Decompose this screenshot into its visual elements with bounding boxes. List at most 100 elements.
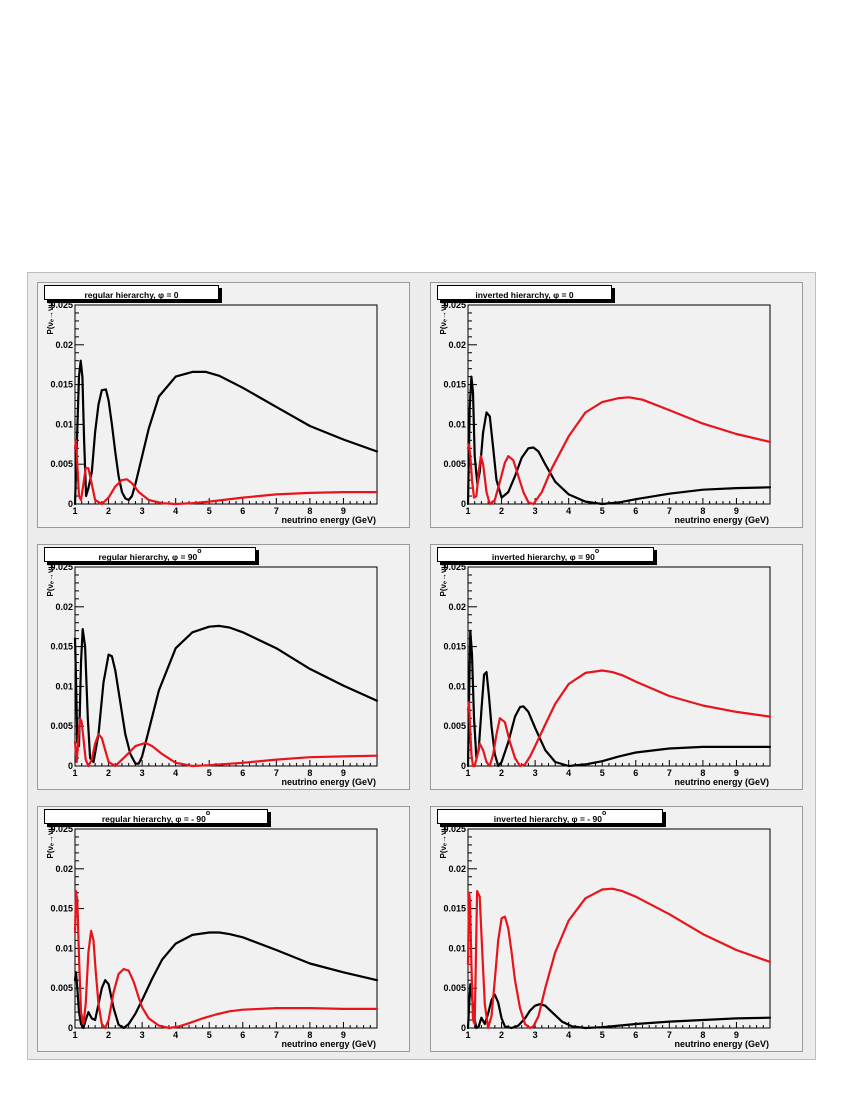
x-tick-label: 5 xyxy=(600,768,605,778)
x-tick-label: 3 xyxy=(140,768,145,778)
y-tick-label: 0.02 xyxy=(55,602,73,612)
y-tick-label: 0.015 xyxy=(50,642,73,652)
plot-pad-regular-phi-minus-90: regular hierarchy, φ = - 90o 0 0.005 0.01 0… xyxy=(37,806,410,1052)
x-tick-label: 8 xyxy=(307,1030,312,1040)
y-tick-label: 0.005 xyxy=(443,983,466,993)
x-tick-label: 1 xyxy=(72,1030,77,1040)
plot-frame xyxy=(467,828,771,1029)
plot-title: regular hierarchy, φ = - 90o xyxy=(44,809,268,824)
line-chart-regular-phi-minus-90: 0 0.005 0.01 0.015 0.02 0.025 1 2 3 4 5 6 7 8 9neutrin… xyxy=(46,823,379,1049)
x-tick-label: 1 xyxy=(72,768,77,778)
y-axis-label: P(νₑ→νμ) xyxy=(439,561,448,597)
plot-title-text: regular hierarchy, φ = 0 xyxy=(84,289,179,300)
x-tick-label: 7 xyxy=(667,1030,672,1040)
x-tick-label: 3 xyxy=(140,1030,145,1040)
x-tick-label: 8 xyxy=(700,768,705,778)
plot-pad-inverted-phi-minus-90: inverted hierarchy, φ = - 90o 0 0.005 0.01… xyxy=(430,806,803,1052)
series-line-red xyxy=(466,669,772,768)
y-tick-label: 0.005 xyxy=(50,459,73,469)
x-tick-label: 4 xyxy=(566,768,571,778)
x-tick-label: 8 xyxy=(307,768,312,778)
x-tick-label: 7 xyxy=(274,506,279,516)
x-tick-label: 8 xyxy=(700,506,705,516)
x-tick-label: 6 xyxy=(633,768,638,778)
plot-title: inverted hierarchy, φ = 90o xyxy=(437,547,654,562)
y-tick-label: 0.025 xyxy=(443,562,466,572)
x-tick-label: 1 xyxy=(465,506,470,516)
y-tick-label: 0.02 xyxy=(448,602,466,612)
x-tick-label: 6 xyxy=(240,506,245,516)
y-tick-label: 0.015 xyxy=(50,380,73,390)
series-line-black xyxy=(466,983,772,1030)
y-tick-label: 0 xyxy=(68,1023,73,1033)
y-tick-label: 0.005 xyxy=(443,721,466,731)
x-tick-label: 1 xyxy=(465,1030,470,1040)
y-tick-label: 0.015 xyxy=(443,642,466,652)
x-tick-label: 5 xyxy=(207,1030,212,1040)
line-chart-regular-phi-90: 0 0.005 0.01 0.015 0.02 0.025 1 2 3 4 5 6 7 8 9neutrin… xyxy=(46,561,379,787)
y-tick-label: 0.01 xyxy=(55,681,73,691)
plot-title-degree: o xyxy=(601,810,607,817)
y-tick-label: 0.02 xyxy=(448,864,466,874)
series-line-black xyxy=(466,629,772,768)
x-tick-label: 2 xyxy=(499,506,504,516)
y-tick-label: 0.01 xyxy=(448,681,466,691)
x-tick-label: 7 xyxy=(274,1030,279,1040)
y-tick-label: 0.005 xyxy=(443,459,466,469)
series-line-black xyxy=(73,624,379,765)
line-chart-inverted-phi-0: 0 0.005 0.01 0.015 0.02 0.025 1 2 3 4 5 6 7 8 9neutrin… xyxy=(439,299,772,525)
y-tick-label: 0.025 xyxy=(50,824,73,834)
x-tick-label: 2 xyxy=(499,1030,504,1040)
plot-frame xyxy=(74,566,378,767)
y-tick-label: 0.01 xyxy=(448,943,466,953)
y-tick-label: 0.005 xyxy=(50,721,73,731)
plot-title-degree: o xyxy=(205,810,211,817)
x-tick-label: 3 xyxy=(533,1030,538,1040)
y-tick-label: 0 xyxy=(461,499,466,509)
x-tick-label: 3 xyxy=(533,768,538,778)
x-tick-label: 8 xyxy=(307,506,312,516)
x-tick-label: 1 xyxy=(72,506,77,516)
series-line-red xyxy=(466,887,772,1030)
y-axis-label: P(νₑ→νμ) xyxy=(439,299,448,335)
y-tick-label: 0 xyxy=(461,761,466,771)
x-tick-label: 9 xyxy=(341,506,346,516)
plot-pad-regular-phi-0: regular hierarchy, φ = 0 0 0.005 0.01 0.015… xyxy=(37,282,410,528)
x-tick-label: 2 xyxy=(106,506,111,516)
plot-frame xyxy=(74,304,378,505)
y-tick-label: 0.01 xyxy=(55,943,73,953)
x-tick-label: 6 xyxy=(240,768,245,778)
x-tick-label: 8 xyxy=(700,1030,705,1040)
plot-frame xyxy=(74,828,378,1029)
y-tick-label: 0 xyxy=(461,1023,466,1033)
y-tick-label: 0.01 xyxy=(55,419,73,429)
plot-title-degree: o xyxy=(594,548,600,555)
plot-title-text: regular hierarchy, φ = 90 xyxy=(98,551,198,562)
series-line-black xyxy=(466,375,772,506)
x-tick-label: 9 xyxy=(341,1030,346,1040)
plot-title-text: inverted hierarchy, φ = 90 xyxy=(491,551,595,562)
series-line-red xyxy=(466,396,772,506)
x-tick-label: 1 xyxy=(465,768,470,778)
y-tick-label: 0 xyxy=(68,499,73,509)
plot-title: inverted hierarchy, φ = 0 xyxy=(437,285,612,300)
plot-pad-inverted-phi-90: inverted hierarchy, φ = 90o 0 0.005 0.01 0.… xyxy=(430,544,803,790)
x-axis-label: neutrino energy (GeV) xyxy=(674,777,769,787)
x-axis-label: neutrino energy (GeV) xyxy=(281,515,376,525)
y-tick-label: 0.015 xyxy=(50,904,73,914)
series-line-red xyxy=(73,439,379,506)
plot-pad-inverted-phi-0: inverted hierarchy, φ = 0 0 0.005 0.01 0.01… xyxy=(430,282,803,528)
y-tick-label: 0.02 xyxy=(448,340,466,350)
y-tick-label: 0.02 xyxy=(55,864,73,874)
y-tick-label: 0.025 xyxy=(443,300,466,310)
x-tick-label: 4 xyxy=(566,506,571,516)
x-tick-label: 6 xyxy=(633,506,638,516)
x-tick-label: 7 xyxy=(667,506,672,516)
plot-title: inverted hierarchy, φ = - 90o xyxy=(437,809,663,824)
x-tick-label: 7 xyxy=(667,768,672,778)
y-tick-label: 0.025 xyxy=(50,300,73,310)
series-line-black xyxy=(73,931,379,1030)
x-tick-label: 3 xyxy=(140,506,145,516)
x-tick-label: 9 xyxy=(734,1030,739,1040)
plot-title-text: inverted hierarchy, φ = - 90 xyxy=(493,813,602,824)
